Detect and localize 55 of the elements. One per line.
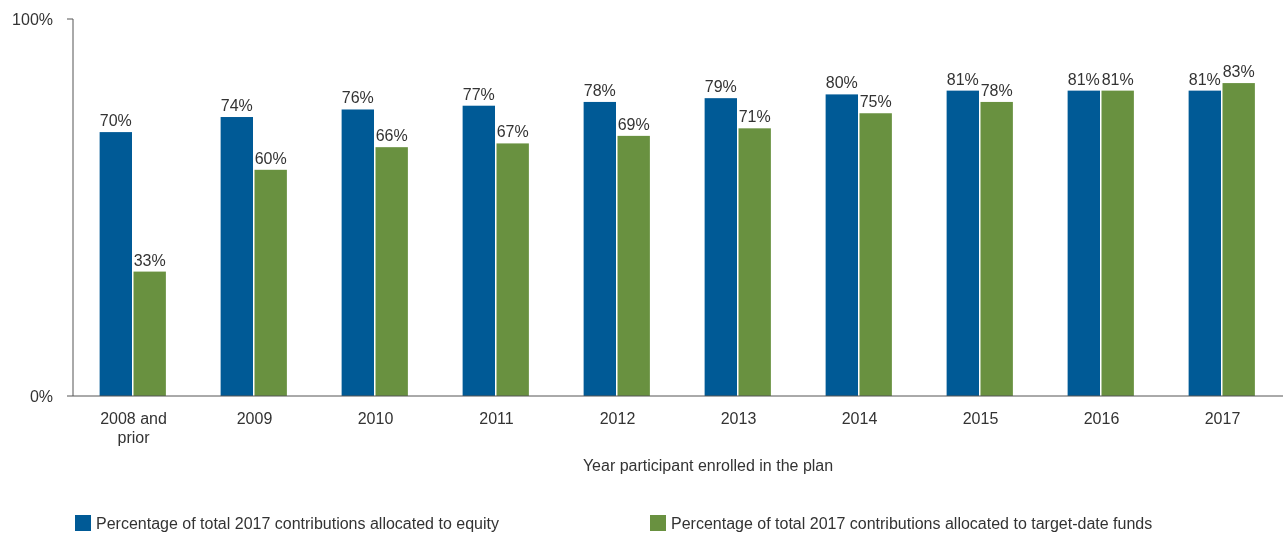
- data-label: 75%: [859, 93, 892, 111]
- data-label: 33%: [133, 251, 166, 269]
- bar: [859, 113, 892, 396]
- x-tick-label: 2012: [599, 410, 636, 427]
- y-tick-label: 0%: [29, 387, 53, 405]
- bar: [496, 143, 529, 396]
- bar: [462, 105, 495, 396]
- x-axis-title: Year participant enrolled in the plan: [582, 457, 834, 474]
- data-label: 78%: [583, 81, 616, 99]
- bar: [825, 94, 858, 396]
- bar: [946, 90, 979, 396]
- data-label: 81%: [1188, 70, 1221, 88]
- data-label: 83%: [1222, 63, 1255, 81]
- bar: [220, 117, 253, 396]
- data-label: 79%: [704, 78, 737, 96]
- y-tick-label: 100%: [12, 10, 53, 28]
- data-label: 81%: [1101, 70, 1134, 88]
- legend-label: Percentage of total 2017 contributions allocated to target-date funds: [671, 514, 1153, 532]
- data-label: 70%: [99, 112, 132, 130]
- bar: [1067, 90, 1100, 396]
- bar: [99, 132, 132, 396]
- data-label: 66%: [375, 127, 408, 145]
- legend-label: Percentage of total 2017 contributions allocated to equity: [96, 514, 499, 532]
- bar: [1101, 90, 1134, 396]
- bar: [254, 169, 287, 396]
- bar: [980, 101, 1013, 396]
- data-label: 76%: [341, 89, 374, 107]
- bar: [583, 101, 616, 396]
- x-tick-label: 2010: [357, 410, 394, 427]
- bar: [1222, 83, 1255, 396]
- data-label: 67%: [496, 123, 529, 141]
- x-tick-label: 2015: [962, 410, 999, 427]
- data-label: 78%: [980, 81, 1013, 99]
- data-label: 60%: [254, 149, 287, 167]
- x-tick-label: 2011: [479, 410, 514, 427]
- data-label: 69%: [617, 115, 650, 133]
- data-label: 81%: [946, 70, 979, 88]
- bar: [133, 271, 166, 396]
- x-tick-label: 2008 and prior: [100, 410, 167, 446]
- data-label: 81%: [1067, 70, 1100, 88]
- bar: [617, 135, 650, 396]
- x-tick-label: 2013: [720, 410, 757, 427]
- bar: [341, 109, 374, 396]
- data-label: 77%: [462, 85, 495, 103]
- data-label: 80%: [825, 74, 858, 92]
- bar: [1188, 90, 1221, 396]
- data-label: 71%: [738, 108, 771, 126]
- x-tick-label: 2016: [1083, 410, 1120, 427]
- bar: [704, 98, 737, 396]
- data-label: 74%: [220, 97, 253, 115]
- x-tick-label: 2017: [1204, 410, 1241, 427]
- bar: [738, 128, 771, 396]
- x-tick-label: 2014: [841, 410, 878, 427]
- x-tick-label: 2009: [236, 410, 273, 427]
- bar: [375, 147, 408, 396]
